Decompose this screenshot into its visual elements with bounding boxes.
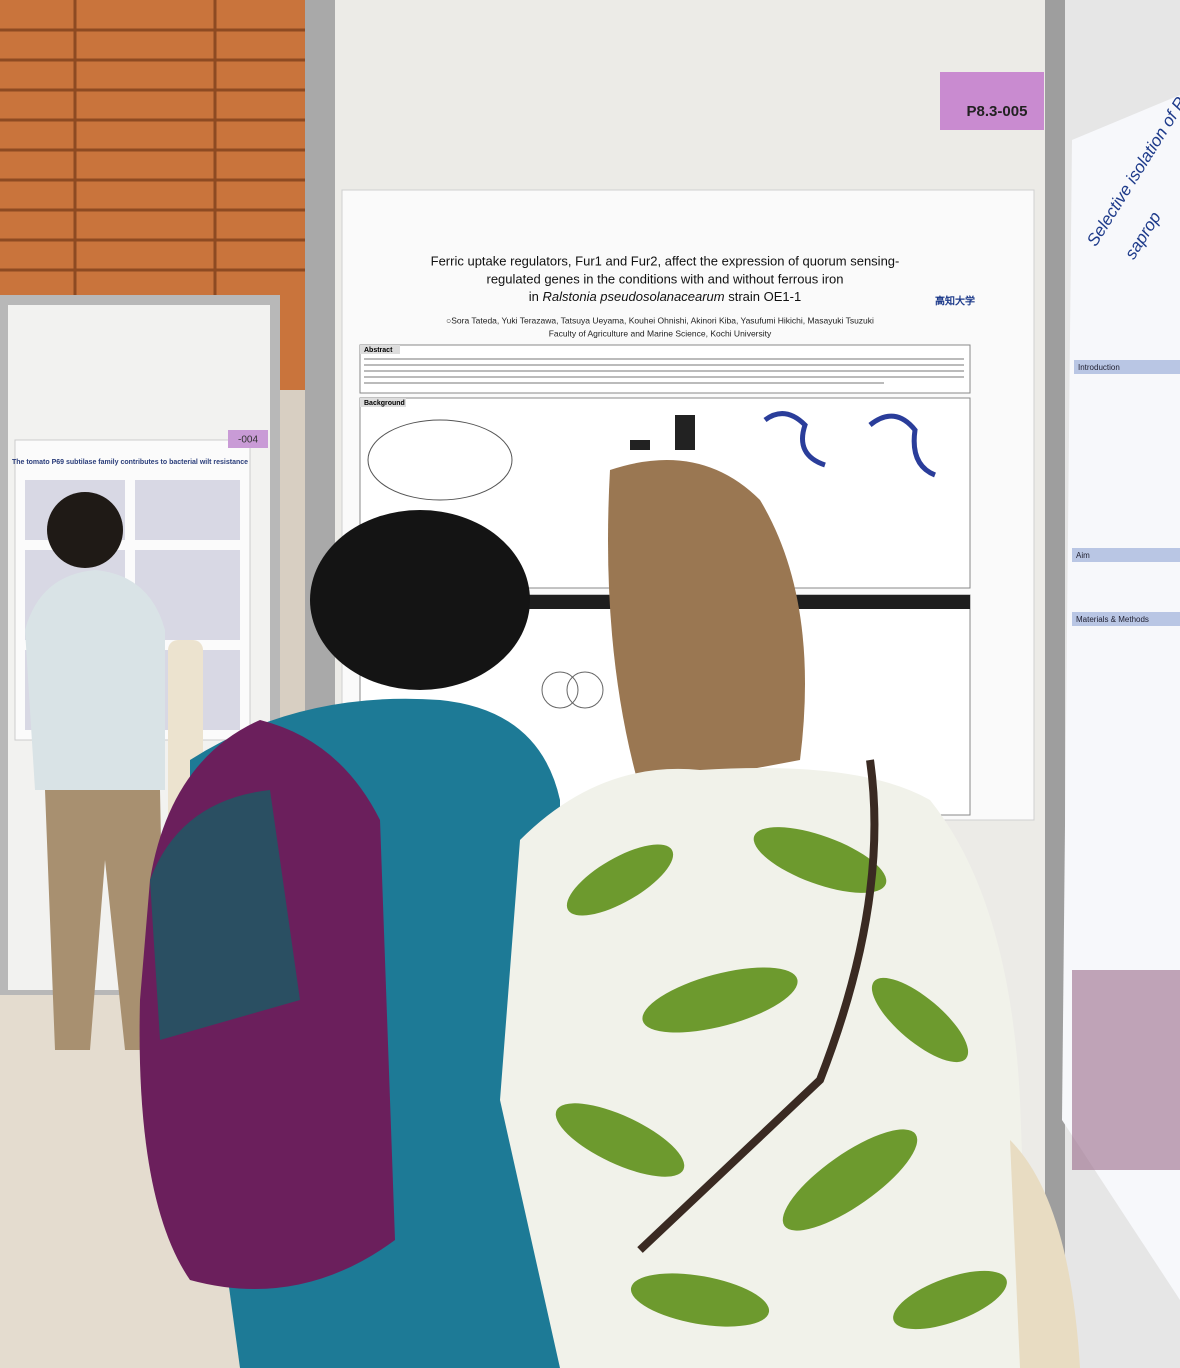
right-section: Materials & Methods: [1076, 615, 1149, 624]
background-label-bg: [360, 398, 406, 407]
person-shirt: [25, 570, 165, 790]
right-section: Aim: [1076, 551, 1090, 560]
venn-circle: [566, 671, 604, 709]
right-section: Introduction: [1078, 363, 1120, 372]
abstract-text-lines: [364, 358, 964, 384]
person-hair: [310, 510, 530, 690]
person-hair: [608, 460, 805, 790]
poster-title-line: in Ralstonia pseudosolanacearum strain O…: [529, 289, 801, 304]
wood-slats: [0, 0, 320, 300]
poster-tag: P8.3-005: [967, 103, 1028, 120]
abstract-box: [359, 344, 971, 394]
left-poster-title: The tomato P69 subtilase family contribu…: [12, 459, 248, 466]
dress-leaves: [555, 827, 1007, 1330]
right-section-bar: [1072, 548, 1180, 562]
bag-strap: [637, 759, 879, 1253]
abstract-label-bg: [360, 345, 400, 354]
right-section-bar: [1072, 612, 1180, 626]
person-trousers: [45, 790, 165, 1050]
poster-title-line: Ferric uptake regulators, Fur1 and Fur2,…: [431, 253, 900, 268]
right-section-bar: [1074, 360, 1180, 374]
protein-structures: [763, 411, 937, 478]
poster-affiliation: Faculty of Agriculture and Marine Scienc…: [549, 328, 772, 338]
title-part: in: [529, 289, 543, 304]
right-poster-images: [1072, 970, 1180, 1170]
venn-circle: [541, 671, 579, 709]
poster-tag-bg: [940, 72, 1044, 130]
person-head: [47, 492, 123, 568]
poster-logo: 高知大学: [935, 295, 975, 308]
cell-diagram: [367, 419, 513, 501]
left-tag: -004: [238, 435, 258, 446]
chart-bar: [675, 415, 695, 450]
board-post-right: [1045, 0, 1065, 1368]
abstract-label: Abstract: [364, 347, 393, 354]
person-dress: [500, 768, 1030, 1368]
left-tag-bg: [228, 430, 268, 448]
poster-title-line: regulated genes in the conditions with a…: [487, 271, 844, 286]
title-part: strain OE1-1: [725, 289, 802, 304]
tote-bag: [1010, 1140, 1080, 1368]
backpack-pocket: [150, 790, 300, 1040]
background-label: Background: [364, 400, 405, 407]
poster-authors: ○Sora Tateda, Yuki Terazawa, Tatsuya Uey…: [446, 315, 874, 325]
chart-bar: [630, 440, 650, 450]
title-species: Ralstonia pseudosolanacearum: [543, 289, 725, 304]
